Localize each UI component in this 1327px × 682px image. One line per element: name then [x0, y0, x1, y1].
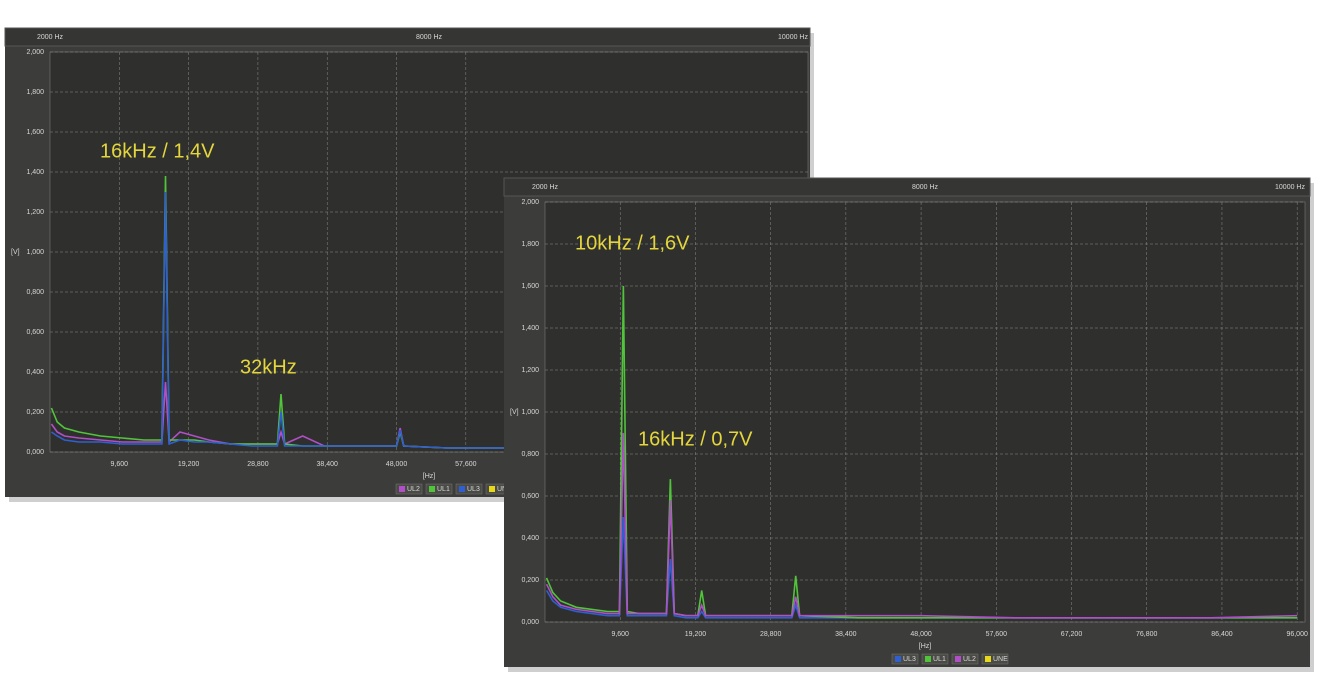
y-tick-label: 1,000 [26, 249, 44, 256]
x-tick-label: 76,800 [1136, 631, 1158, 638]
chart-window: 2000 Hz 8000 Hz 10000 Hz 0,000 0,200 0,400 0,6… [503, 177, 1314, 672]
legend-label: UL1 [933, 656, 946, 663]
x-tick-label: 9,600 [611, 631, 629, 638]
legend-swatch [459, 486, 465, 492]
spectrum-line [50, 191, 772, 449]
y-tick-label: 1,800 [521, 241, 539, 248]
x-tick-label: 38,400 [835, 631, 857, 638]
legend-swatch [955, 656, 961, 662]
header-label: 8000 Hz [416, 34, 443, 41]
x-tick-label: 19,200 [178, 461, 200, 468]
x-tick-label: 48,000 [910, 631, 932, 638]
annotation: 16kHz / 0,7V [638, 428, 753, 450]
x-tick-label: 28,800 [760, 631, 782, 638]
y-tick-label: 0,400 [26, 369, 44, 376]
y-tick-label: 1,600 [26, 129, 44, 136]
y-tick-label: 0,000 [26, 449, 44, 456]
legend-label: UNE [993, 656, 1008, 663]
legend-box [891, 653, 919, 665]
header-label: 10000 Hz [778, 34, 808, 41]
legend-swatch [429, 486, 435, 492]
annotation: 32kHz [240, 356, 297, 378]
x-tick-label: 19,200 [685, 631, 707, 638]
x-tick-label: 38,400 [317, 461, 339, 468]
annotation: 10kHz / 1,6V [575, 232, 690, 254]
y-tick-label: 1,400 [521, 325, 539, 332]
x-tick-label: 48,000 [386, 461, 408, 468]
y-tick-label: 1,000 [521, 409, 539, 416]
header-label: 8000 Hz [912, 184, 939, 191]
legend-box [395, 483, 423, 495]
legend-swatch [489, 486, 495, 492]
header-label: 10000 Hz [1275, 184, 1305, 191]
y-tick-label: 0,800 [26, 289, 44, 296]
legend-box [921, 653, 949, 665]
y-tick-label: 2,000 [521, 199, 539, 206]
legend-label: UL1 [437, 486, 450, 493]
legend-swatch [985, 656, 991, 662]
annotation: 16kHz / 1,4V [100, 140, 215, 162]
x-axis-label: [Hz] [423, 473, 436, 480]
legend-box [425, 483, 453, 495]
y-tick-label: 1,400 [26, 169, 44, 176]
x-tick-label: 9,600 [111, 461, 129, 468]
y-tick-label: 0,600 [521, 493, 539, 500]
y-tick-label: 0,200 [521, 577, 539, 584]
y-axis-label: [V] [11, 249, 20, 256]
header-label: 2000 Hz [37, 34, 64, 41]
x-axis-label: [Hz] [919, 643, 932, 650]
legend-swatch [399, 486, 405, 492]
x-tick-label: 67,200 [1061, 631, 1083, 638]
legend-box [951, 653, 979, 665]
x-tick-label: 86,400 [1211, 631, 1233, 638]
y-tick-label: 0,600 [26, 329, 44, 336]
y-tick-label: 1,200 [26, 209, 44, 216]
y-tick-label: 0,800 [521, 451, 539, 458]
spectrum-line [545, 432, 1298, 619]
legend-label: UL2 [407, 486, 420, 493]
y-tick-label: 1,200 [521, 367, 539, 374]
y-tick-label: 0,200 [26, 409, 44, 416]
y-tick-label: 0,000 [521, 619, 539, 626]
y-tick-label: 2,000 [26, 49, 44, 56]
y-tick-label: 1,800 [26, 89, 44, 96]
x-tick-label: 57,600 [455, 461, 477, 468]
legend-label: UL3 [467, 486, 480, 493]
x-tick-label: 96,000 [1286, 631, 1308, 638]
legend-box [455, 483, 483, 495]
header-label: 2000 Hz [532, 184, 559, 191]
legend-label: UL3 [903, 656, 916, 663]
x-tick-label: 57,600 [986, 631, 1008, 638]
legend-box [981, 653, 1009, 665]
y-axis-label: [V] [510, 409, 519, 416]
legend-label: UL2 [963, 656, 976, 663]
y-tick-label: 1,600 [521, 283, 539, 290]
legend-swatch [895, 656, 901, 662]
y-tick-label: 0,400 [521, 535, 539, 542]
legend-swatch [925, 656, 931, 662]
x-tick-label: 28,800 [247, 461, 269, 468]
header-bar [4, 27, 811, 47]
header-bar [503, 177, 1311, 197]
